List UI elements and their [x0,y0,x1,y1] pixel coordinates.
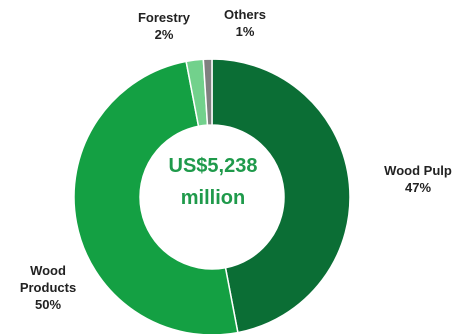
label-others-pct: 1% [235,24,255,39]
label-wood-products-pct: 50% [34,297,62,312]
slice-others [202,58,213,126]
center-amount: US$5,238 [168,155,258,177]
label-forestry: Forestry 2% [129,9,199,43]
label-wood-products-name-2: Products [19,280,77,295]
label-forestry-pct: 2% [154,27,174,42]
slice-wood-pulp [211,58,351,334]
center-unit: million [180,187,246,209]
center-label: US$5,238 million [137,150,289,214]
label-others: Others 1% [213,6,277,40]
label-wood-products: Wood Products 50% [3,262,93,313]
label-wood-pulp-pct: 47% [404,180,432,195]
label-wood-pulp-name: Wood Pulp [384,163,452,178]
label-forestry-name: Forestry [137,10,191,25]
slice-wood-products [73,60,239,334]
label-others-name: Others [224,7,266,22]
label-wood-pulp: Wood Pulp 47% [368,162,461,196]
label-wood-products-name-1: Wood [30,263,66,278]
